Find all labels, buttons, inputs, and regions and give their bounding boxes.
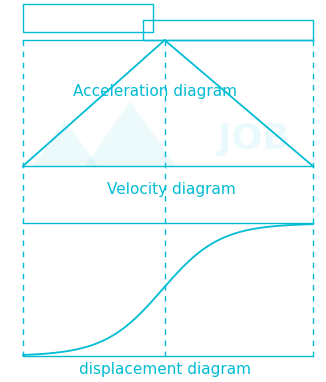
Polygon shape [85,101,176,166]
Text: Velocity diagram: Velocity diagram [107,181,235,197]
Text: JOB: JOB [218,122,290,157]
Bar [143,20,313,40]
Text: Acceleration diagram: Acceleration diagram [73,84,237,99]
Bar [23,4,153,32]
Polygon shape [33,120,98,166]
Text: displacement diagram: displacement diagram [79,362,251,377]
